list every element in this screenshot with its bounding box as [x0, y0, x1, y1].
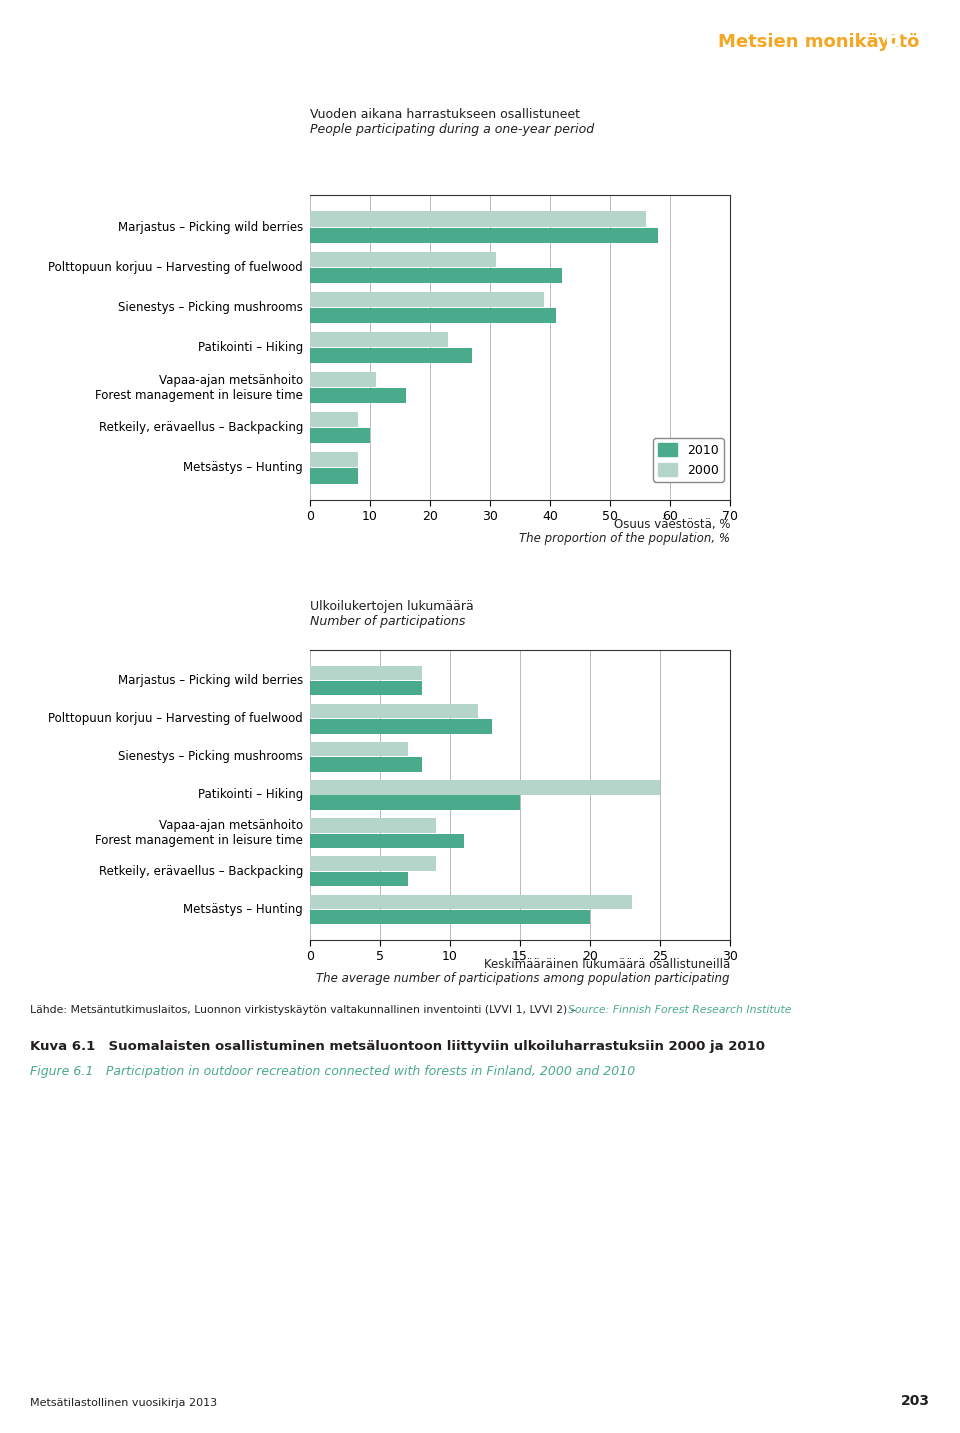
Bar — [310, 818, 436, 833]
Bar — [310, 268, 562, 282]
Text: Lähde: Metsäntutkimuslaitos, Luonnon virkistyskäytön valtakunnallinen inventoint: Lähde: Metsäntutkimuslaitos, Luonnon vir… — [30, 1005, 580, 1015]
Bar — [310, 252, 496, 267]
Bar — [310, 704, 478, 718]
Text: Vuoden aikana harrastukseen osallistuneet: Vuoden aikana harrastukseen osallistunee… — [310, 107, 580, 120]
Bar — [310, 428, 370, 443]
Text: Keskimääräinen lukumäärä osallistuneilla: Keskimääräinen lukumäärä osallistuneilla — [484, 959, 730, 972]
Bar — [310, 228, 658, 242]
Text: Number of participations: Number of participations — [310, 615, 466, 628]
Bar — [310, 857, 436, 871]
Bar — [310, 388, 406, 403]
Bar — [310, 681, 422, 695]
Text: Osuus väestöstä, %: Osuus väestöstä, % — [613, 517, 730, 532]
Bar — [310, 871, 408, 886]
Bar — [310, 308, 556, 322]
Legend: 2010, 2000: 2010, 2000 — [653, 438, 724, 481]
Text: The average number of participations among population participating: The average number of participations amo… — [317, 972, 730, 984]
Bar — [310, 348, 472, 363]
Bar — [310, 212, 646, 226]
Bar — [310, 469, 358, 483]
Bar — [310, 292, 544, 307]
Bar — [310, 780, 660, 795]
Text: Source: Finnish Forest Research Institute: Source: Finnish Forest Research Institut… — [568, 1005, 791, 1015]
Bar — [310, 332, 448, 347]
Text: Kuva 6.1 Suomalaisten osallistuminen metsäluontoon liittyviin ulkoiluharrastuksi: Kuva 6.1 Suomalaisten osallistuminen met… — [30, 1040, 765, 1053]
Text: People participating during a one-year period: People participating during a one-year p… — [310, 123, 594, 136]
Bar — [310, 894, 632, 909]
Bar — [310, 910, 590, 924]
Text: Metsien monikäyttö: Metsien monikäyttö — [718, 33, 920, 52]
Bar — [310, 795, 520, 810]
Bar — [310, 666, 422, 681]
Text: Ulkoilukertojen lukumäärä: Ulkoilukertojen lukumäärä — [310, 600, 473, 613]
Bar — [310, 453, 358, 467]
Bar — [310, 719, 492, 734]
Bar — [310, 742, 408, 757]
Bar — [310, 757, 422, 772]
Text: Metsätilastollinen vuosikirja 2013: Metsätilastollinen vuosikirja 2013 — [30, 1399, 217, 1409]
Text: 6: 6 — [884, 29, 901, 52]
Bar — [310, 834, 464, 848]
Bar — [310, 373, 376, 387]
Text: Figure 6.1 Participation in outdoor recreation connected with forests in Finland: Figure 6.1 Participation in outdoor recr… — [30, 1065, 636, 1078]
Text: The proportion of the population, %: The proportion of the population, % — [519, 532, 730, 545]
Bar — [310, 413, 358, 427]
Text: 203: 203 — [901, 1394, 930, 1409]
